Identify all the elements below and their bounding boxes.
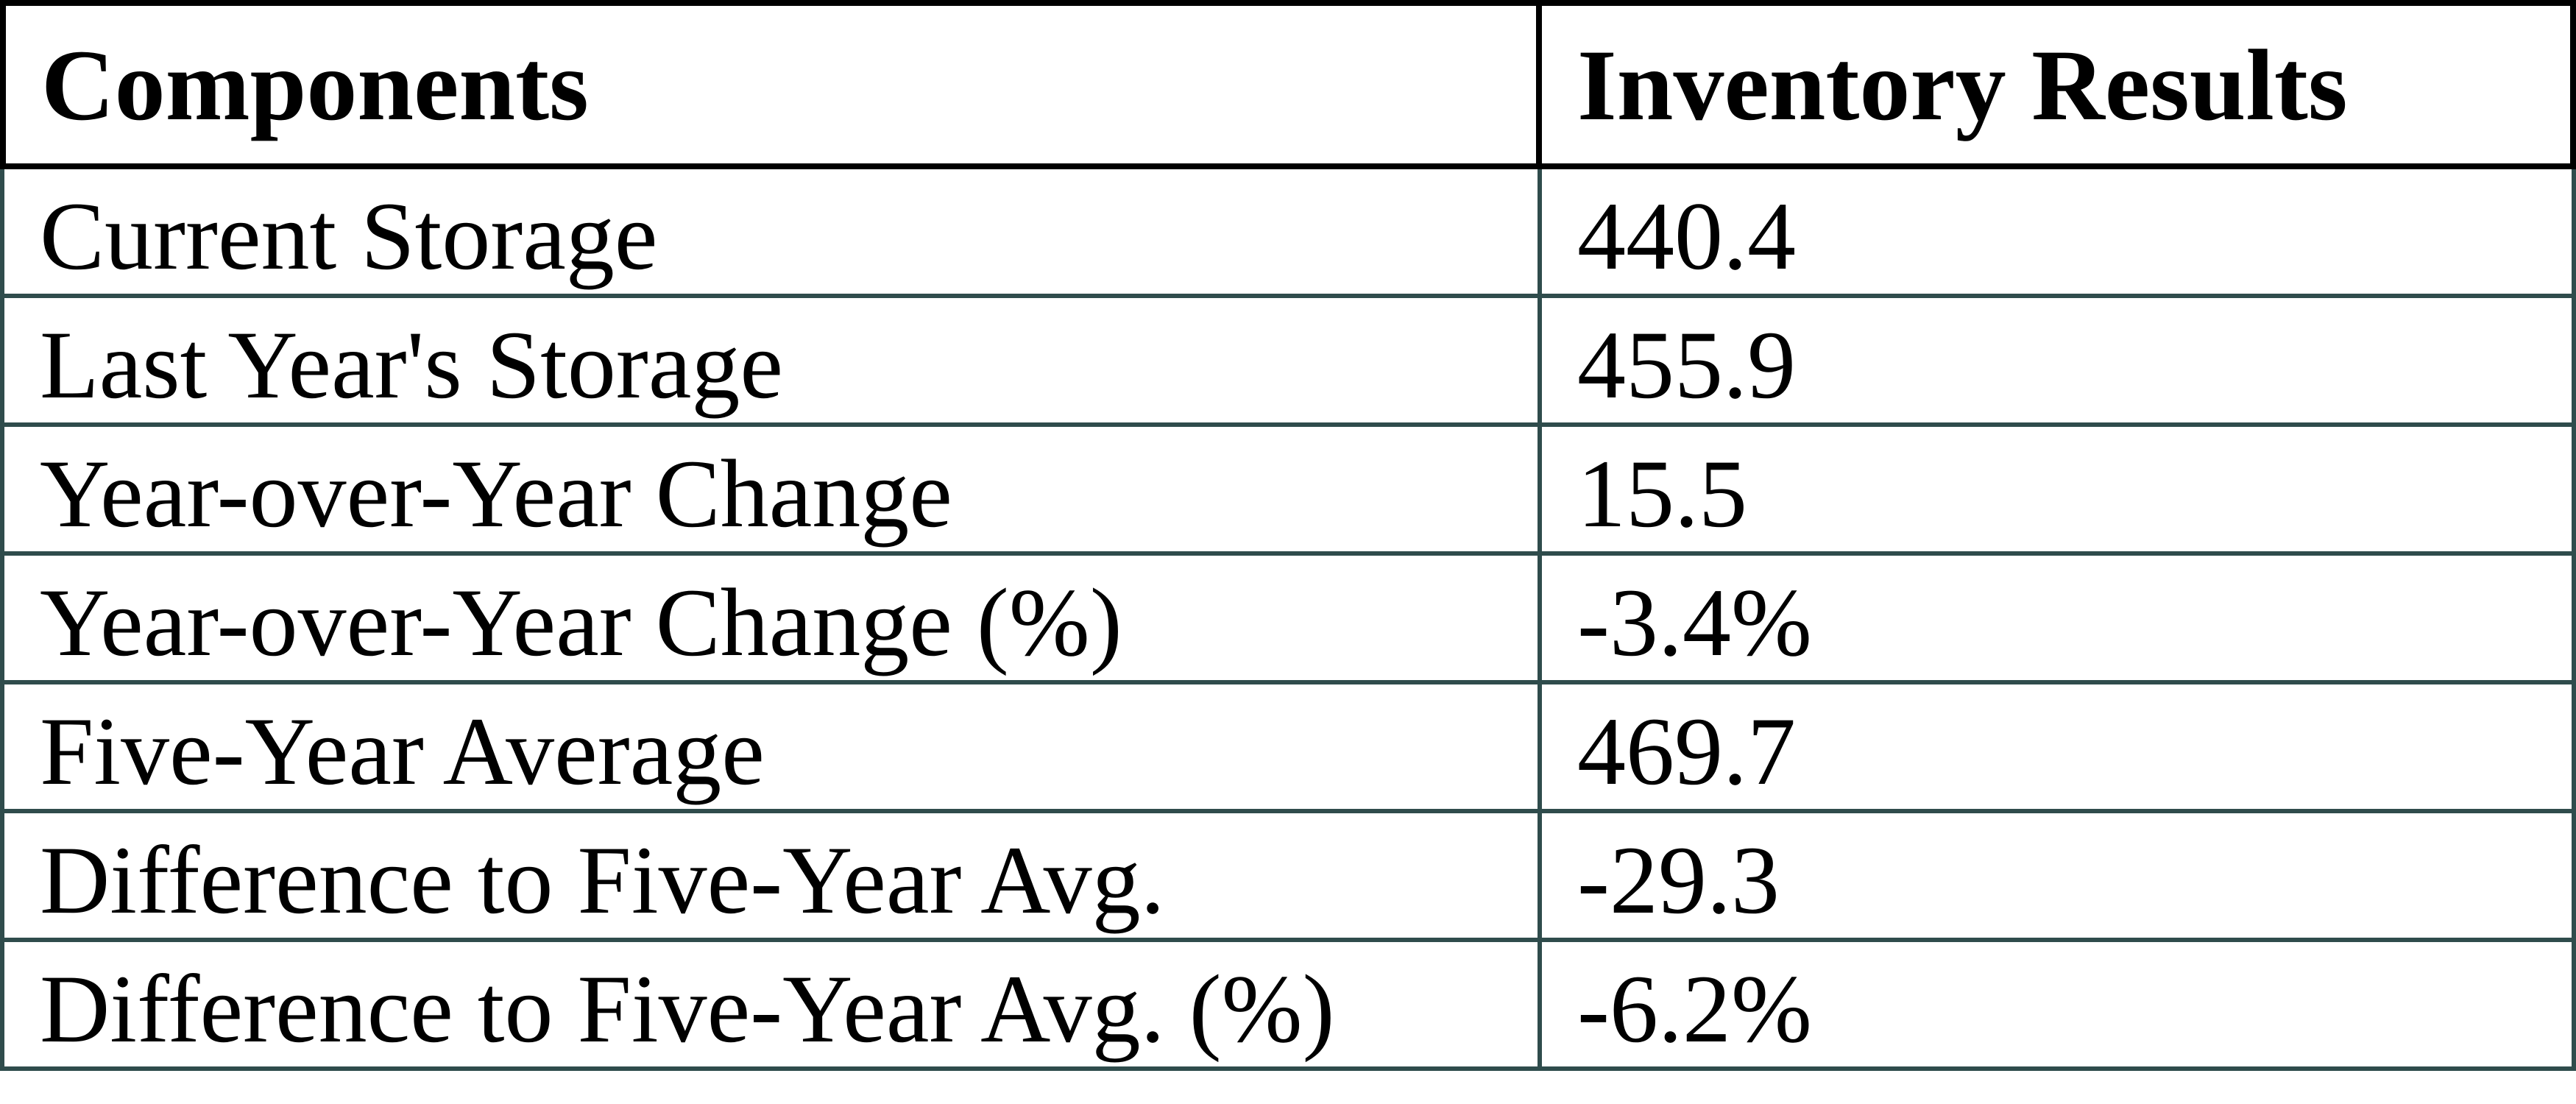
table-row: Difference to Five-Year Avg. -29.3 <box>0 813 2576 942</box>
row-value-five-year-average: 469.7 <box>1542 684 2576 809</box>
row-label-current-storage: Current Storage <box>0 169 1542 294</box>
table-row: Current Storage 440.4 <box>0 169 2576 298</box>
row-value-yoy-change: 15.5 <box>1542 427 2576 551</box>
table-header-row: Components Inventory Results <box>0 0 2576 169</box>
inventory-results-table: Components Inventory Results Current Sto… <box>0 0 2576 1071</box>
table-row: Year-over-Year Change (%) -3.4% <box>0 556 2576 684</box>
header-cell-components: Components <box>0 6 1542 163</box>
table-row: Last Year's Storage 455.9 <box>0 298 2576 427</box>
header-cell-inventory-results: Inventory Results <box>1542 6 2576 163</box>
row-label-diff-five-year-avg: Difference to Five-Year Avg. <box>0 813 1542 938</box>
table-row: Difference to Five-Year Avg. (%) -6.2% <box>0 942 2576 1071</box>
row-value-current-storage: 440.4 <box>1542 169 2576 294</box>
row-value-diff-five-year-avg: -29.3 <box>1542 813 2576 938</box>
table-row: Five-Year Average 469.7 <box>0 684 2576 813</box>
table-row: Year-over-Year Change 15.5 <box>0 427 2576 556</box>
row-label-diff-five-year-avg-pct: Difference to Five-Year Avg. (%) <box>0 942 1542 1066</box>
row-label-yoy-change: Year-over-Year Change <box>0 427 1542 551</box>
row-value-last-years-storage: 455.9 <box>1542 298 2576 422</box>
row-value-yoy-change-pct: -3.4% <box>1542 556 2576 680</box>
row-value-diff-five-year-avg-pct: -6.2% <box>1542 942 2576 1066</box>
row-label-last-years-storage: Last Year's Storage <box>0 298 1542 422</box>
row-label-five-year-average: Five-Year Average <box>0 684 1542 809</box>
row-label-yoy-change-pct: Year-over-Year Change (%) <box>0 556 1542 680</box>
